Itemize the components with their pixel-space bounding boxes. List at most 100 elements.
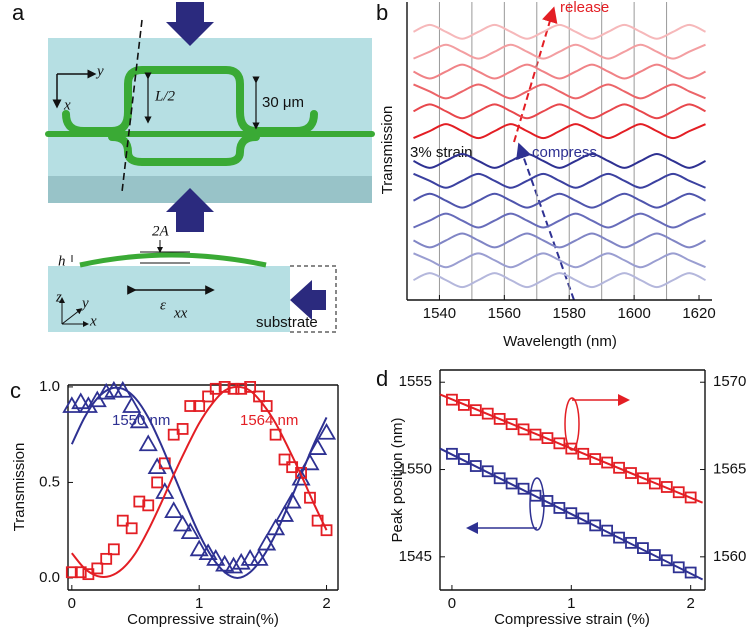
series-line: [413, 83, 706, 100]
y-tick-label: 0.0: [39, 569, 60, 586]
square-marker: [541, 495, 554, 507]
annotation: 3% strain: [410, 144, 473, 161]
x-tick-label: 1: [195, 595, 203, 612]
series-line: [413, 123, 706, 140]
annotation: 1564 nm: [240, 412, 298, 429]
thickness-label: h: [58, 253, 66, 269]
release-arrow: [513, 6, 558, 143]
square-marker: [648, 549, 661, 561]
square-marker: [320, 524, 333, 537]
square-marker: [295, 466, 307, 479]
chart: 1540 1560 1580 1600 1620 Wavelength (nm) Trans…: [379, 0, 716, 350]
annotation: compress: [532, 144, 597, 161]
dimension-label: 30 μm: [262, 94, 304, 111]
triangle-marker: [189, 539, 209, 557]
triangle-marker: [198, 543, 218, 561]
series-line: [413, 192, 706, 209]
square-marker: [529, 489, 542, 502]
chart: 0 1 2 1545 1550 1555 1560 1565 1570 Compressive s…: [389, 369, 746, 628]
series-line: [70, 386, 328, 579]
x-tick-label: 1560: [488, 305, 521, 322]
square-marker: [74, 566, 87, 579]
triangle-marker: [164, 501, 184, 518]
square-marker: [202, 390, 214, 403]
square-marker: [589, 453, 602, 465]
square-marker: [142, 499, 155, 512]
square-marker: [648, 477, 661, 490]
square-marker: [100, 552, 113, 565]
series-line: [439, 393, 703, 504]
square-marker: [613, 461, 625, 474]
series-line: [413, 103, 706, 120]
y-tick-label: 1545: [399, 548, 432, 565]
triangle-marker: [282, 491, 302, 509]
amplitude-label: 2A: [152, 223, 170, 239]
series-line: [413, 232, 706, 249]
square-marker: [125, 522, 138, 535]
triangle-marker: [122, 396, 142, 413]
chart: 0 1 2 0.0 0.5 1.0 Compressive strain(%) Transmi…: [11, 378, 339, 628]
y-tick-label: 1565: [713, 460, 746, 477]
triangle-marker: [215, 554, 235, 572]
triangle-marker: [96, 382, 116, 400]
device-diagram: y x L/2 30 μm 2A h ε xx z y x substrate: [45, 2, 375, 333]
y-axis-label: Transmission: [379, 106, 396, 195]
axis-name: x: [63, 97, 71, 113]
substrate-label: substrate: [256, 314, 318, 331]
square-marker: [684, 491, 697, 504]
series-line: [413, 172, 706, 189]
square-marker: [116, 514, 129, 527]
square-marker: [672, 561, 685, 574]
slab-top: [48, 38, 372, 176]
square-marker: [625, 467, 637, 479]
y-tick-label: 0.5: [39, 473, 60, 490]
square-marker: [446, 447, 458, 460]
square-marker: [553, 437, 566, 450]
triangle-marker: [155, 482, 175, 499]
panel-label: d: [376, 366, 388, 391]
triangle-marker: [274, 505, 295, 522]
square-marker: [91, 562, 104, 575]
square-marker: [529, 428, 542, 441]
square-marker: [684, 566, 697, 579]
y-tick-label: 1570: [713, 373, 746, 390]
x-axis-label: Wavelength (nm): [503, 333, 617, 350]
square-marker: [493, 472, 506, 485]
x-tick-label: 1: [567, 595, 575, 612]
square-marker: [672, 486, 685, 499]
force-arrow: [166, 2, 214, 46]
triangle-marker: [224, 556, 244, 574]
x-tick-label: 2: [322, 595, 330, 612]
square-marker: [660, 481, 673, 493]
y-axis-label: Transmission: [11, 443, 28, 532]
square-marker: [493, 412, 506, 425]
square-marker: [577, 447, 590, 460]
square-marker: [184, 400, 197, 412]
bent-waveguide: [79, 252, 267, 268]
triangle-marker: [180, 522, 200, 540]
square-marker: [278, 453, 291, 466]
series-line: [413, 152, 706, 169]
square-marker: [541, 432, 554, 444]
square-marker: [193, 400, 206, 412]
triangle-marker: [173, 514, 193, 532]
axis-arrow: [61, 308, 83, 325]
square-marker: [565, 507, 578, 520]
square-marker: [469, 460, 482, 472]
x-tick-label: 0: [448, 595, 456, 612]
square-marker: [469, 404, 482, 417]
series-line: [413, 252, 706, 269]
x-tick-label: 1540: [423, 305, 456, 322]
annotation: 1550 nm: [112, 412, 170, 429]
series-line: [439, 447, 704, 581]
square-marker: [505, 418, 518, 431]
x-tick-label: 1580: [553, 305, 586, 322]
square-marker: [601, 524, 614, 537]
panel-label: a: [12, 0, 25, 25]
cut-line: [121, 19, 143, 193]
strain-symbol: ε: [160, 297, 166, 313]
square-marker: [660, 554, 673, 567]
x-axis-label: Compressive strain (%): [494, 611, 650, 628]
axis-name: x: [89, 313, 97, 329]
